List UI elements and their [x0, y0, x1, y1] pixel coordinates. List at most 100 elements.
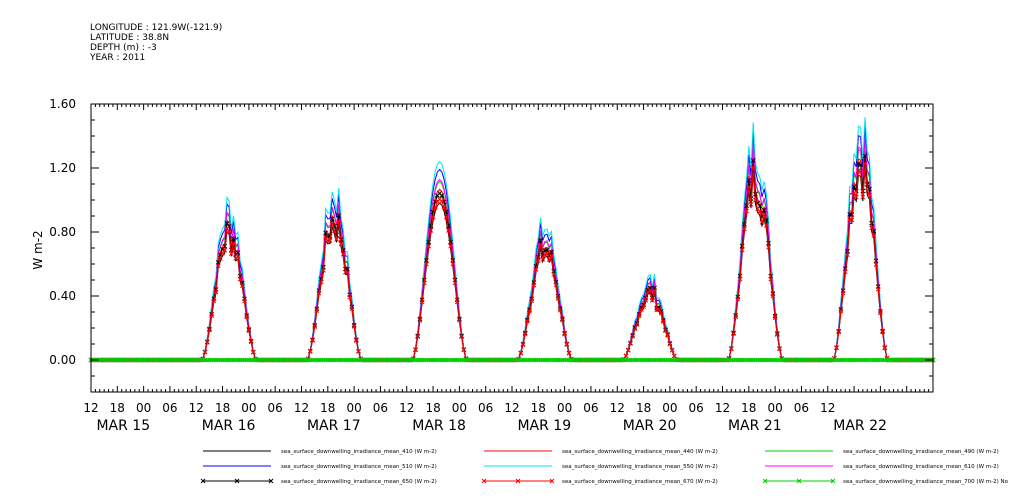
series-marker — [237, 276, 243, 282]
series-marker — [768, 276, 774, 282]
x-tick-label: 12 — [294, 401, 309, 415]
plot-series-group — [88, 117, 936, 363]
series-marker — [549, 249, 554, 255]
series-marker — [660, 319, 666, 325]
series-marker — [353, 338, 359, 343]
date-label: MAR 19 — [517, 418, 571, 434]
series-marker — [417, 317, 423, 323]
header-year: YEAR : 2011 — [89, 53, 145, 63]
series-marker — [329, 216, 335, 222]
legend-marker — [200, 478, 206, 484]
series-markers — [88, 153, 936, 363]
legend-entry: sea_surface_downwelling_irradiance_mean_… — [203, 464, 437, 470]
series-marker — [766, 245, 771, 250]
series-marker — [641, 304, 646, 310]
series-marker — [244, 314, 250, 320]
y-tick-label: 0.40 — [49, 289, 76, 303]
date-label: MAR 20 — [623, 418, 677, 434]
legend-marker — [549, 478, 555, 484]
series-marker — [218, 256, 223, 261]
series-marker — [777, 346, 782, 352]
series-marker — [461, 347, 467, 353]
series-marker — [853, 194, 859, 200]
series-marker — [555, 296, 561, 301]
series-marker — [744, 203, 749, 209]
series-marker — [334, 237, 339, 242]
x-tick-label: 18 — [425, 401, 440, 415]
x-tick-label: 18 — [110, 401, 125, 415]
series-marker — [242, 298, 247, 304]
series-marker — [450, 261, 456, 267]
series-marker — [663, 328, 668, 334]
legend-marker — [830, 478, 836, 484]
series-marker — [318, 279, 324, 285]
series-marker — [862, 153, 868, 159]
series-marker — [851, 184, 857, 190]
series-marker — [871, 233, 877, 239]
series-marker — [522, 331, 528, 337]
series-marker — [426, 243, 432, 249]
series-marker — [448, 239, 453, 245]
series-marker — [739, 247, 745, 253]
plot-frame — [90, 103, 934, 393]
series-marker — [419, 299, 425, 305]
x-tick-label: 12 — [399, 401, 414, 415]
series-marker — [770, 293, 776, 299]
legend: sea_surface_downwelling_irradiance_mean_… — [200, 449, 1009, 485]
series-marker — [838, 308, 844, 314]
series-marker — [735, 296, 741, 302]
series-marker — [864, 188, 870, 194]
legend-label: sea_surface_downwelling_irradiance_mean_… — [562, 449, 718, 455]
series-marker — [849, 217, 855, 223]
series-marker — [873, 262, 879, 267]
series-marker — [742, 226, 747, 232]
x-tick-label: 12 — [504, 401, 519, 415]
series-marker — [625, 348, 631, 353]
series-marker — [869, 225, 874, 231]
x-tick-label: 12 — [610, 401, 625, 415]
series-marker — [336, 213, 342, 218]
axis-ticks — [90, 103, 934, 393]
series-marker — [520, 342, 526, 347]
series-marker — [742, 221, 747, 227]
x-tick-label: 06 — [268, 401, 283, 415]
series-marker — [652, 288, 657, 293]
series-marker — [533, 267, 539, 272]
date-label: MAR 18 — [412, 418, 466, 434]
series-marker — [564, 342, 570, 347]
series-marker — [731, 331, 736, 337]
series-marker — [228, 251, 234, 257]
series-marker — [338, 241, 344, 247]
x-tick-label: 06 — [689, 401, 704, 415]
series-marker — [628, 341, 633, 347]
series-line — [91, 117, 933, 361]
y-axis-label: W m-2 — [31, 230, 45, 269]
series-marker — [443, 214, 449, 220]
series-marker — [875, 286, 881, 292]
series-marker — [310, 338, 315, 343]
legend-label: sea_surface_downwelling_irradiance_mean_… — [843, 464, 999, 470]
series-marker — [538, 242, 543, 247]
series-marker — [347, 294, 353, 300]
series-marker — [544, 247, 550, 253]
series-marker — [356, 349, 361, 354]
x-tick-label: 00 — [662, 401, 677, 415]
series-marker — [207, 327, 212, 333]
header-longitude: LONGITUDE : 121.9W(-121.9) — [90, 23, 222, 33]
legend-entry: sea_surface_downwelling_irradiance_mean_… — [481, 478, 718, 485]
series-marker — [750, 165, 756, 170]
series-marker — [432, 205, 438, 210]
series-marker — [746, 177, 752, 183]
series-marker — [669, 348, 675, 353]
y-tick-label: 0.80 — [49, 225, 76, 239]
x-tick-label: 06 — [794, 401, 809, 415]
legend-label: sea_surface_downwelling_irradiance_mean_… — [281, 464, 437, 470]
series-marker — [862, 160, 868, 166]
series-marker — [840, 290, 846, 296]
series-marker — [430, 214, 436, 220]
series-marker — [649, 298, 655, 303]
legend-marker — [515, 478, 521, 484]
legend-label: sea_surface_downwelling_irradiance_mean_… — [562, 464, 718, 470]
series-marker — [836, 329, 842, 335]
chart-header: LONGITUDE : 121.9W(-121.9) LATITUDE : 38… — [89, 23, 222, 63]
